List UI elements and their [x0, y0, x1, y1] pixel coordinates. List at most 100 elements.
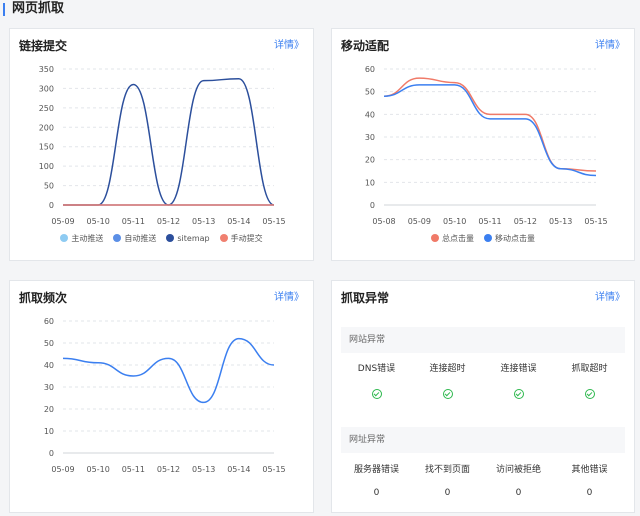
- x-tick-label: 05-09: [51, 465, 74, 474]
- y-tick-label: 350: [39, 65, 54, 74]
- x-tick-label: 05-13: [192, 217, 215, 226]
- legend-swatch: [431, 234, 439, 242]
- y-tick-label: 30: [44, 383, 54, 392]
- x-tick-label: 05-12: [157, 217, 180, 226]
- y-tick-label: 50: [44, 339, 54, 348]
- y-tick-label: 60: [44, 317, 54, 326]
- y-tick-label: 0: [49, 449, 54, 458]
- site-error-labels: DNS错误 连接超时 连接错误 抓取超时: [341, 361, 625, 374]
- x-tick-label: 05-14: [227, 465, 250, 474]
- site-error-status-row: [341, 389, 625, 402]
- detail-link[interactable]: 详情》: [595, 292, 625, 303]
- url-error-label: 服务器错误: [353, 465, 399, 475]
- url-error-labels: 服务器错误 找不到页面 访问被拒绝 其他错误: [341, 462, 625, 475]
- crawl-frequency-chart: 0 10 20 30 40 50 60 05-09 05-10 05-11 05-12 05-13 05…: [44, 317, 286, 474]
- x-tick-label: 05-11: [122, 217, 145, 226]
- check-circle-icon: [371, 389, 382, 399]
- card-title: 抓取频次: [19, 291, 68, 305]
- y-tick-label: 50: [44, 182, 54, 191]
- card-crawl-frequency: 抓取频次 详情》 0 10 20 30 40 50 60 05-09 05-10 05-11 05-…: [9, 280, 314, 513]
- legend-label: sitemap: [177, 234, 210, 243]
- site-error-label: 连接超时: [429, 364, 466, 374]
- url-error-count: 0: [444, 488, 451, 498]
- y-tick-label: 250: [39, 104, 54, 113]
- chart-legend: 总点击量 移动点击量: [332, 233, 634, 244]
- x-tick-label: 05-15: [584, 217, 607, 226]
- card-title: 抓取异常: [341, 291, 390, 305]
- y-tick-label: 200: [39, 123, 54, 132]
- y-tick-label: 20: [44, 405, 54, 414]
- link-submit-chart: 0 50 100 150 200 250 300 350 05-09 05-10 05-11 05-1…: [39, 65, 286, 226]
- page-title: 网页抓取: [12, 1, 65, 16]
- y-tick-label: 0: [370, 201, 375, 210]
- legend-label: 主动推送: [71, 234, 104, 243]
- legend-item[interactable]: sitemap: [166, 234, 210, 243]
- chart-legend: 主动推送 自动推送 sitemap 手动提交: [10, 233, 313, 244]
- x-tick-label: 05-12: [514, 217, 537, 226]
- x-tick-label: 05-08: [372, 217, 395, 226]
- legend-item[interactable]: 移动点击量: [484, 233, 535, 244]
- y-tick-label: 60: [365, 65, 375, 74]
- legend-label: 自动推送: [124, 234, 157, 243]
- legend-swatch: [166, 234, 175, 242]
- url-error-label: 找不到页面: [424, 465, 470, 475]
- detail-link[interactable]: 详情》: [274, 292, 304, 303]
- series-line: [383, 84, 597, 177]
- detail-link[interactable]: 详情》: [274, 40, 304, 51]
- y-tick-label: 10: [44, 427, 54, 436]
- x-tick-label: 05-12: [157, 465, 180, 474]
- check-circle-icon: [442, 389, 453, 399]
- series-line: [62, 337, 275, 404]
- detail-link[interactable]: 详情》: [595, 40, 625, 51]
- legend-item[interactable]: 自动推送: [113, 233, 156, 244]
- card-crawl-errors: 抓取异常 详情》 网站异常 DNS错误 连接超时 连接错误 抓取超时 网址异常 …: [331, 280, 635, 513]
- legend-label: 总点击量: [442, 234, 474, 243]
- card-mobile-adapt: 移动适配 详情》 0 10 20 30 40 50 60 05-08 05-09 05-10 05-…: [331, 28, 635, 261]
- x-tick-label: 05-09: [408, 217, 431, 226]
- y-tick-label: 0: [49, 201, 54, 210]
- y-tick-label: 50: [365, 88, 375, 97]
- legend-swatch: [113, 234, 122, 242]
- y-tick-label: 150: [39, 143, 54, 152]
- site-error-section-header: 网站异常: [341, 327, 625, 353]
- legend-item[interactable]: 手动提交: [219, 233, 263, 244]
- site-error-label: 抓取超时: [571, 364, 608, 374]
- y-tick-label: 300: [39, 84, 54, 93]
- url-error-values: 0 0 0 0: [341, 488, 625, 498]
- mobile-adapt-chart: 0 10 20 30 40 50 60 05-08 05-09 05-10 05-11 05-12 05…: [365, 65, 608, 226]
- card-link-submit: 链接提交 详情》 0 50 100 150 200 250 300 350 05-09 05-10…: [9, 28, 314, 261]
- check-circle-icon: [584, 389, 595, 399]
- legend-item[interactable]: 总点击量: [431, 233, 474, 244]
- y-tick-label: 10: [365, 178, 375, 187]
- y-tick-label: 100: [39, 162, 54, 171]
- x-tick-label: 05-14: [227, 217, 250, 226]
- y-tick-label: 40: [44, 361, 54, 370]
- check-circle-icon: [513, 389, 524, 399]
- x-tick-label: 05-10: [87, 217, 110, 226]
- url-error-label: 其他错误: [571, 465, 608, 475]
- x-tick-label: 05-10: [443, 217, 466, 226]
- url-error-count: 0: [515, 488, 522, 498]
- legend-item[interactable]: 主动推送: [60, 233, 103, 244]
- x-tick-label: 05-09: [51, 217, 74, 226]
- x-tick-label: 05-13: [549, 217, 572, 226]
- x-tick-label: 05-11: [478, 217, 501, 226]
- page-header: 网页抓取: [0, 0, 640, 18]
- legend-label: 手动提交: [230, 234, 263, 243]
- header-accent-bar: [3, 3, 5, 16]
- url-error-count: 0: [373, 488, 380, 498]
- y-tick-label: 30: [365, 133, 375, 142]
- x-tick-label: 05-15: [262, 217, 285, 226]
- x-tick-label: 05-13: [192, 465, 215, 474]
- x-tick-label: 05-11: [122, 465, 145, 474]
- card-title: 链接提交: [19, 39, 68, 53]
- card-title: 移动适配: [341, 39, 390, 53]
- y-tick-label: 20: [365, 156, 375, 165]
- x-tick-label: 05-10: [87, 465, 110, 474]
- url-error-label: 访问被拒绝: [495, 465, 541, 475]
- site-error-label: DNS错误: [357, 364, 396, 374]
- x-tick-label: 05-15: [262, 465, 285, 474]
- legend-label: 移动点击量: [495, 234, 535, 243]
- y-tick-label: 40: [365, 110, 375, 119]
- legend-swatch: [60, 234, 69, 242]
